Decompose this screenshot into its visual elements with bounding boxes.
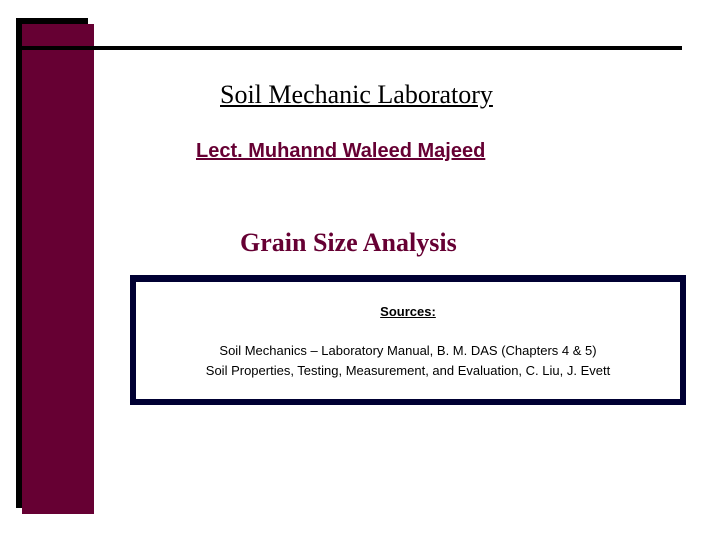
sources-label: Sources: (136, 304, 680, 319)
source-line-2: Soil Properties, Testing, Measurement, a… (136, 361, 680, 381)
top-divider (22, 46, 682, 50)
left-accent-bar (22, 24, 94, 514)
source-line-1: Soil Mechanics – Laboratory Manual, B. M… (136, 341, 680, 361)
sources-box: Sources: Soil Mechanics – Laboratory Man… (136, 282, 680, 399)
slide: Soil Mechanic Laboratory Lect. Muhannd W… (0, 0, 720, 540)
lecturer-name: Lect. Muhannd Waleed Majeed (196, 140, 485, 163)
slide-title: Soil Mechanic Laboratory (220, 80, 493, 110)
slide-subtitle: Grain Size Analysis (240, 228, 457, 258)
